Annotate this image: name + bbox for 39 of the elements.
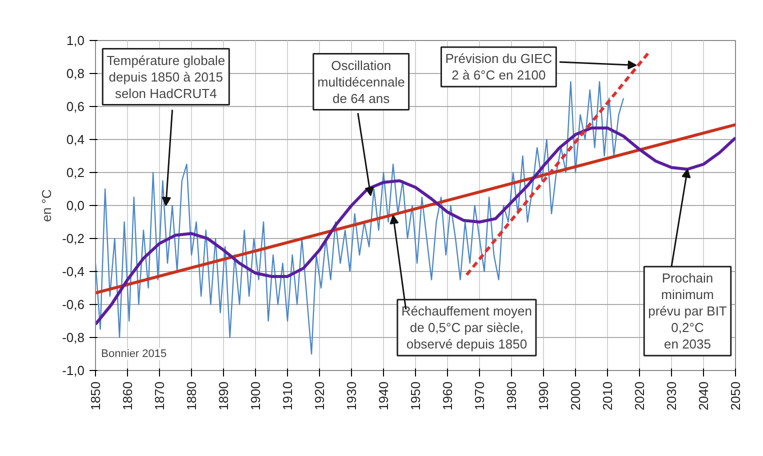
y-tick-label: 0,6	[66, 99, 85, 114]
y-tick-label: -0,4	[62, 264, 85, 279]
x-tick-label: 1880	[184, 382, 199, 410]
x-tick-label: 1900	[248, 382, 263, 410]
annotation: Bonnier 2015	[101, 348, 167, 360]
x-tick-label: 1860	[120, 382, 135, 410]
y-tick-label: 0,4	[66, 132, 85, 147]
annotation: Réchauffement moyen de 0,5°C par siècle, observé depuis 1850	[401, 304, 532, 352]
x-tick-label: 2020	[632, 382, 647, 410]
annotation: Oscillation multidécennale de 64 ans	[317, 58, 405, 106]
x-tick-label: 1960	[440, 382, 455, 410]
x-tick-label: 1890	[216, 382, 231, 410]
x-tick-label: 2030	[664, 382, 679, 410]
annotation: Prochain minimum prévu par BIT 0,2°C en 2035	[648, 270, 727, 352]
x-tick-label: 1920	[312, 382, 327, 410]
x-tick-label: 2010	[600, 382, 615, 410]
x-tick-label: 2040	[696, 382, 711, 410]
x-tick-label: 2000	[568, 382, 583, 410]
y-tick-label: 1,0	[66, 33, 85, 48]
x-tick-label: 1950	[408, 382, 423, 410]
x-tick-label: 1940	[376, 382, 391, 410]
x-tick-label: 1930	[344, 382, 359, 410]
y-tick-label: 0,0	[66, 198, 85, 213]
x-tick-label: 2050	[728, 382, 743, 410]
y-tick-label: -0,8	[62, 330, 85, 345]
y-axis-title: en °C	[39, 189, 54, 222]
annotation: Prévision du GIEC 2 à 6°C en 2100	[445, 51, 552, 83]
x-tick-label: 1980	[504, 382, 519, 410]
y-tick-label: -1,0	[62, 363, 85, 378]
y-tick-label: 0,2	[66, 165, 85, 180]
x-tick-label: 1910	[280, 382, 295, 410]
y-tick-label: -0,2	[62, 231, 85, 246]
x-tick-label: 1990	[536, 382, 551, 410]
annotation: Température globale depuis 1850 à 2015 selon HadCRUT4	[106, 52, 226, 101]
y-tick-label: -0,6	[62, 297, 85, 312]
x-tick-label: 1970	[472, 382, 487, 410]
x-tick-label: 1850	[88, 382, 103, 410]
x-tick-label: 1870	[152, 382, 167, 410]
y-tick-label: 0,8	[66, 66, 85, 81]
